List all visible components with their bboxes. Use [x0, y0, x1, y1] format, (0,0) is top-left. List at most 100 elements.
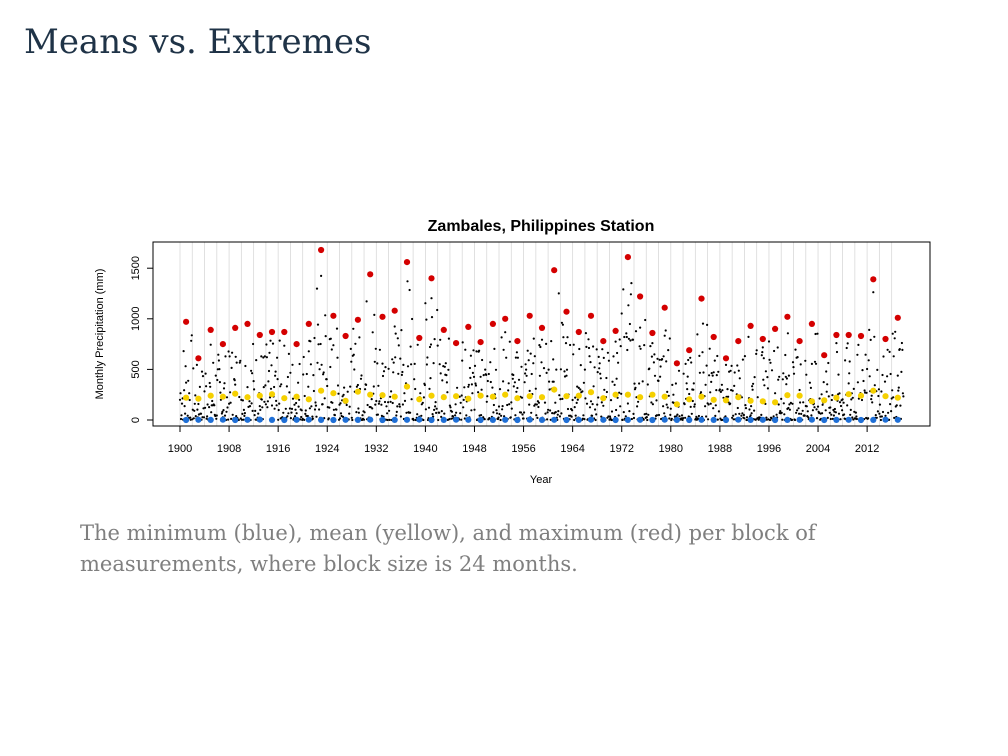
observation-point [618, 391, 621, 394]
observation-point [208, 406, 211, 409]
observation-point [589, 400, 593, 403]
observation-point [566, 336, 569, 339]
observation-point [364, 388, 367, 391]
observation-point [837, 412, 841, 415]
observation-point [410, 363, 413, 366]
maximum-point [526, 312, 533, 319]
mean-point [747, 397, 754, 404]
observation-point [577, 386, 580, 389]
maximum-point [318, 246, 325, 254]
observation-point [877, 394, 880, 398]
observation-point [766, 387, 770, 390]
block-grid-lines [179, 242, 893, 426]
observation-point [615, 377, 618, 380]
observation-point [647, 413, 650, 416]
observation-point [787, 374, 791, 377]
observation-point [867, 359, 870, 362]
maximum-point [637, 293, 644, 300]
minimum-point [403, 416, 411, 423]
observation-point [656, 357, 659, 360]
observation-point [261, 406, 264, 409]
observation-point [638, 382, 641, 385]
observation-point [409, 411, 412, 414]
observation-point [657, 413, 661, 417]
observation-point [796, 356, 799, 359]
observation-point [211, 399, 214, 403]
observation-point [661, 358, 664, 361]
observation-point [821, 403, 824, 406]
observation-point [747, 335, 750, 338]
observation-point [218, 368, 221, 371]
observation-point [221, 410, 224, 413]
observation-point [562, 336, 565, 339]
observation-point [300, 409, 303, 412]
observation-point [498, 412, 501, 416]
observation-point [632, 412, 635, 415]
observation-point [515, 390, 518, 393]
mean-point [551, 386, 558, 393]
observation-point [406, 280, 409, 283]
observation-point [489, 380, 492, 384]
observation-point [206, 403, 209, 406]
observation-point [293, 415, 297, 418]
observation-point [696, 333, 699, 336]
observation-point [372, 385, 375, 388]
observation-point [872, 291, 875, 294]
observation-point [634, 330, 638, 333]
observation-point [810, 362, 814, 365]
observation-point [774, 392, 777, 395]
observation-point [343, 386, 346, 389]
observation-point [524, 363, 527, 366]
observation-point [206, 415, 209, 418]
observation-point [665, 403, 668, 406]
observation-point [765, 416, 768, 419]
observation-point [298, 398, 301, 401]
observation-point [573, 418, 576, 422]
observation-point [755, 352, 758, 355]
observation-point [456, 386, 459, 389]
observation-point [357, 411, 360, 414]
observation-point [552, 380, 555, 383]
maximum-point [661, 304, 668, 311]
maximum-point [612, 327, 619, 334]
observation-point [630, 417, 634, 421]
observation-point [768, 358, 771, 361]
observation-point [380, 403, 383, 406]
observation-point [615, 408, 618, 412]
observation-point [373, 360, 376, 363]
observation-point [318, 408, 321, 411]
observation-point [277, 408, 280, 412]
observation-point [429, 377, 432, 380]
observation-point [215, 414, 218, 417]
observation-point [890, 397, 893, 400]
observation-point [597, 355, 600, 358]
observation-point [669, 413, 672, 416]
minimum-point [637, 416, 644, 423]
observation-point [521, 413, 524, 416]
observation-point [666, 406, 669, 409]
observation-point [391, 358, 394, 361]
observation-point [480, 388, 483, 391]
observation-point [878, 403, 882, 406]
observation-point [741, 358, 745, 361]
minimum-point [710, 416, 717, 423]
observation-point [848, 360, 851, 363]
observation-point [408, 288, 411, 292]
maximum-point [722, 355, 730, 362]
observation-point [514, 414, 517, 417]
observation-point [561, 397, 564, 400]
observation-point [491, 386, 494, 389]
observation-point [255, 359, 258, 362]
observation-point [260, 355, 263, 358]
observation-point [856, 353, 859, 356]
observation-point [350, 416, 353, 419]
observation-point [273, 385, 276, 389]
minimum-point [256, 416, 263, 423]
mean-point [256, 392, 263, 399]
observation-point [572, 343, 575, 346]
observation-point [829, 417, 832, 421]
observation-point [650, 401, 653, 404]
observation-point [733, 371, 736, 374]
observation-point [520, 396, 524, 399]
observation-point [481, 358, 484, 362]
